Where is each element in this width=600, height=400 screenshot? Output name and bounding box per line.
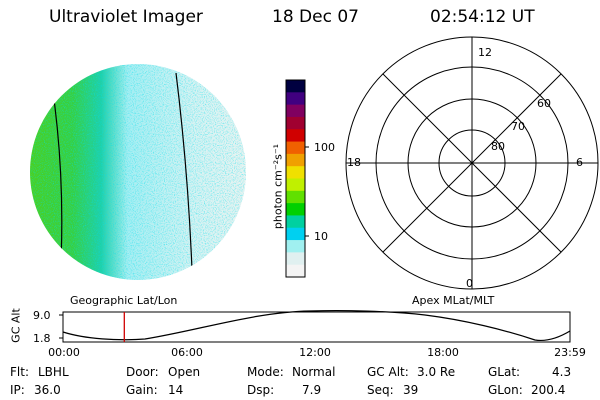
info-gain-value: 14 (168, 383, 184, 397)
colorbar-tick-100: 100 (314, 141, 335, 154)
info-ip-value: 36.0 (34, 383, 61, 397)
geographic-caption: Geographic Lat/Lon (70, 294, 178, 307)
info-mode-label: Mode: (247, 365, 284, 379)
longitude-line-east (175, 72, 193, 271)
apex-caption: Apex MLat/MLT (412, 294, 495, 307)
app-title: Ultraviolet Imager (49, 7, 203, 27)
altitude-plot-frame (62, 311, 571, 343)
lat-label-80: 80 (491, 140, 505, 153)
colorbar-swatch (286, 203, 305, 217)
colorbar-swatch (286, 129, 305, 143)
time-tick-0000: 00:00 (48, 346, 80, 359)
altitude-tick-1.8: 1.8 (33, 332, 51, 345)
colorbar-swatch (286, 215, 305, 229)
colorbar-swatch (286, 153, 305, 167)
info-gain-label: Gain: (126, 383, 158, 397)
colorbar-swatch (286, 166, 305, 180)
info-mode-value: Normal (292, 365, 336, 379)
polar-grid (345, 36, 599, 290)
info-door-label: Door: (126, 365, 159, 379)
colorbar-swatch (286, 252, 305, 266)
time-tick-1800: 18:00 (427, 346, 459, 359)
info-seq-value: 39 (403, 383, 419, 397)
meridian-diag-2 (382, 73, 562, 253)
colorbar-tick-10: 10 (314, 230, 328, 243)
altitude-plot-ticks (59, 314, 63, 339)
colorbar-swatch (286, 104, 305, 118)
lat-label-70: 70 (511, 120, 525, 133)
colorbar-swatch (286, 190, 305, 204)
info-glon-value: 200.4 (531, 383, 566, 397)
info-door-value: Open (168, 365, 201, 379)
info-seq-label: Seq: (367, 383, 394, 397)
info-gcalt-value: 3.0 Re (417, 365, 456, 379)
altitude-curve (62, 310, 571, 342)
altitude-tick-9: 9.0 (33, 309, 51, 322)
colorbar-swatch (286, 178, 305, 192)
mlt-label-0: 0 (466, 277, 473, 290)
mlt-label-12: 12 (478, 46, 492, 59)
colorbar-swatch (286, 92, 305, 106)
time-tick-2359: 23:59 (554, 346, 586, 359)
earth-image (30, 64, 246, 280)
colorbar-swatch (286, 80, 305, 93)
altitude-axis-label: GC Alt (9, 308, 23, 343)
colorbar-border (285, 79, 306, 278)
lat-label-60: 60 (537, 97, 551, 110)
colorbar-swatch (286, 240, 305, 253)
colorbar (285, 79, 306, 278)
colorbar-ticks (305, 146, 309, 237)
date-label: 18 Dec 07 (272, 7, 359, 27)
colorbar-swatch (286, 141, 305, 155)
info-flt-value: LBHL (38, 365, 69, 379)
colorbar-swatch (286, 264, 305, 278)
info-dsp-value: 7.9 (302, 383, 322, 397)
info-flt-label: Flt: (10, 365, 29, 379)
time-tick-0600: 06:00 (171, 346, 203, 359)
time-tick-1200: 12:00 (299, 346, 331, 359)
info-glon-label: GLon: (488, 383, 523, 397)
info-dsp-label: Dsp: (247, 383, 275, 397)
info-glat-value: 4.3 (552, 365, 572, 379)
mlt-label-18: 18 (347, 156, 361, 169)
mlt-label-6: 6 (576, 156, 583, 169)
colorbar-swatch (286, 116, 305, 130)
info-ip-label: IP: (10, 383, 25, 397)
time-label: 02:54:12 UT (430, 7, 535, 27)
info-gcalt-label: GC Alt: (367, 365, 409, 379)
colorbar-swatch (286, 227, 305, 241)
colorbar-label: photon cm⁻²s⁻¹ (271, 143, 285, 230)
info-glat-label: GLat: (488, 365, 521, 379)
